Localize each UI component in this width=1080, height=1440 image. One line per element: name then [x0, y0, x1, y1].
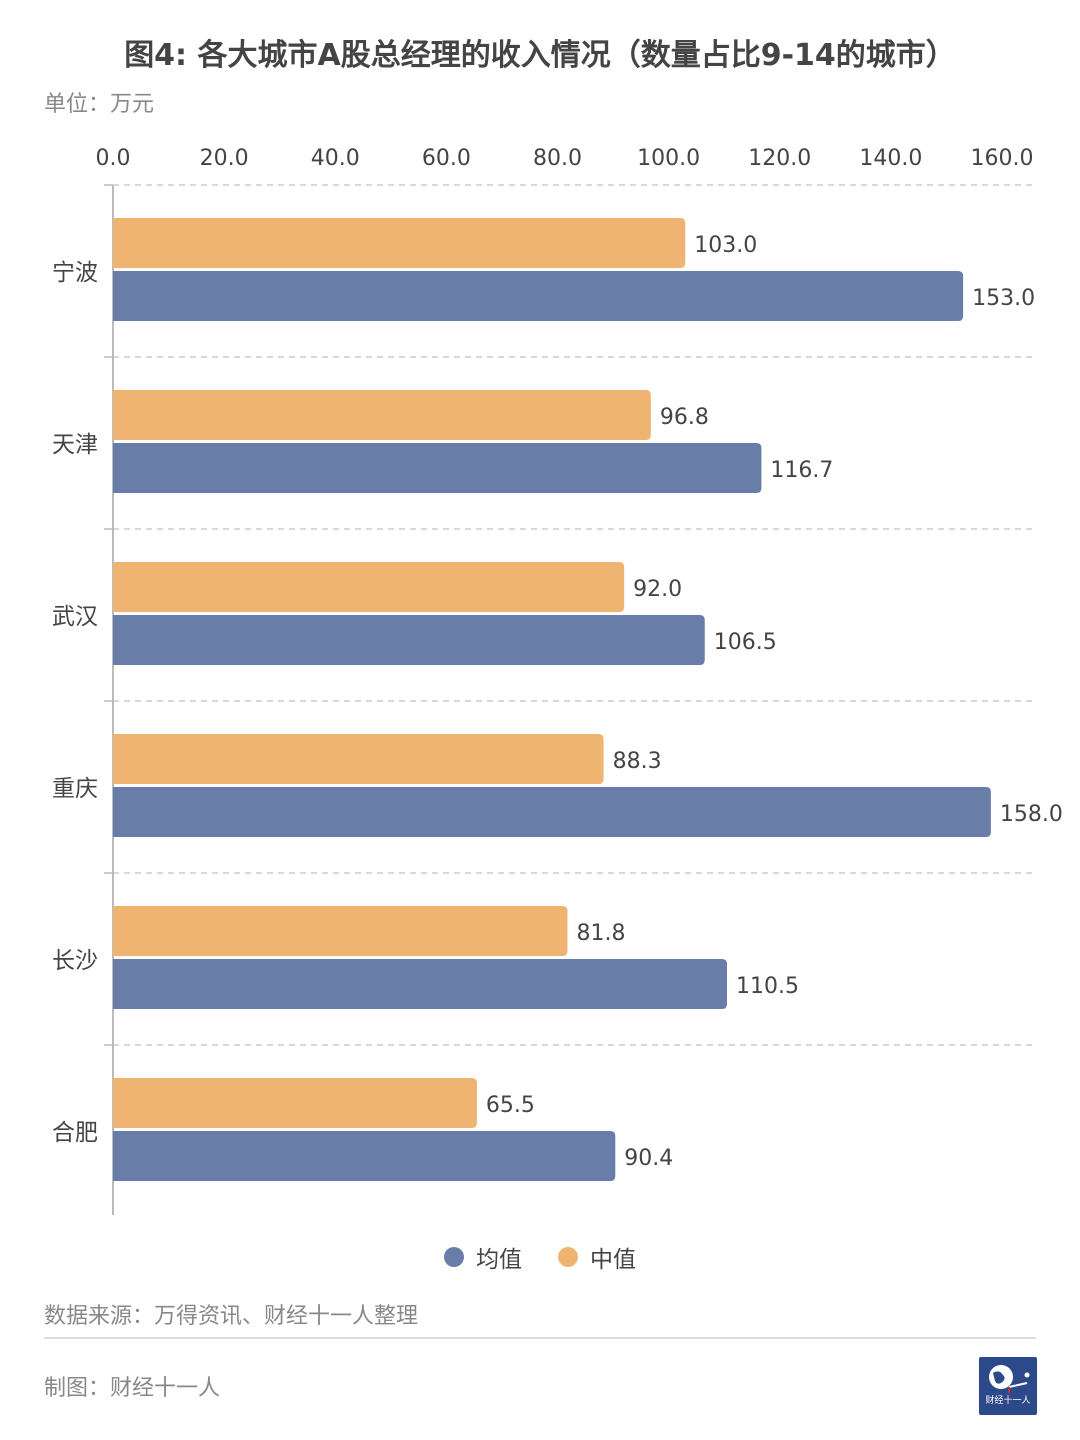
legend-item-mean: 均值 [444, 1240, 522, 1274]
legend-label-median: 中值 [590, 1247, 636, 1273]
data-label: 106.5 [714, 630, 777, 655]
x-tick-label: 40.0 [311, 146, 360, 171]
category-label: 合肥 [52, 1120, 98, 1146]
x-tick-label: 160.0 [971, 146, 1034, 171]
data-label: 103.0 [694, 233, 757, 258]
category-label: 宁波 [52, 260, 98, 286]
legend-swatch-mean [444, 1247, 464, 1267]
x-tick-label: 20.0 [200, 146, 249, 171]
x-tick-label: 140.0 [859, 146, 922, 171]
bar-mean [113, 271, 964, 321]
x-tick-label: 100.0 [637, 146, 700, 171]
chart-title: 图4: 各大城市A股总经理的收入情况（数量占比9-14的城市） [124, 38, 956, 73]
bar-median [113, 390, 651, 440]
category-label: 重庆 [52, 776, 98, 802]
bar-median [113, 734, 604, 784]
bar-median [113, 218, 686, 268]
category-label: 武汉 [52, 604, 98, 630]
legend-swatch-median [558, 1247, 578, 1267]
category-label: 长沙 [52, 948, 98, 974]
category-label: 天津 [52, 432, 98, 458]
legend-label-mean: 均值 [476, 1247, 522, 1273]
divider [44, 1337, 1036, 1339]
data-label: 158.0 [1000, 802, 1063, 827]
data-label: 110.5 [736, 974, 799, 999]
data-label: 88.3 [613, 749, 662, 774]
data-label: 81.8 [577, 921, 626, 946]
bar-median [113, 906, 568, 956]
legend: 均值 中值 [0, 1240, 1080, 1274]
legend-item-median: 中值 [558, 1240, 636, 1274]
bar-mean [113, 959, 727, 1009]
data-label: 90.4 [624, 1146, 673, 1171]
x-tick-label: 80.0 [533, 146, 582, 171]
data-source: 数据来源：万得资讯、财经十一人整理 [44, 1304, 419, 1329]
x-tick-label: 60.0 [422, 146, 471, 171]
bar-median [113, 562, 625, 612]
bar-mean [113, 1131, 616, 1181]
svg-text:财经十一人: 财经十一人 [985, 1394, 1030, 1406]
data-label: 65.5 [486, 1093, 535, 1118]
bar-median [113, 1078, 477, 1128]
chart-credit: 制图：财经十一人 [44, 1376, 221, 1401]
x-tick-label: 120.0 [748, 146, 811, 171]
data-label: 92.0 [633, 577, 682, 602]
data-label: 96.8 [660, 405, 709, 430]
data-label: 116.7 [770, 458, 833, 483]
brand-logo: 财经十一人 [979, 1357, 1037, 1415]
unit-label: 单位：万元 [44, 92, 155, 117]
data-label: 153.0 [972, 286, 1035, 311]
bar-mean [113, 615, 705, 665]
bar-mean [113, 443, 762, 493]
globe-icon: 财经十一人 [985, 1365, 1031, 1406]
bar-mean [113, 787, 991, 837]
x-tick-label: 0.0 [96, 146, 131, 171]
